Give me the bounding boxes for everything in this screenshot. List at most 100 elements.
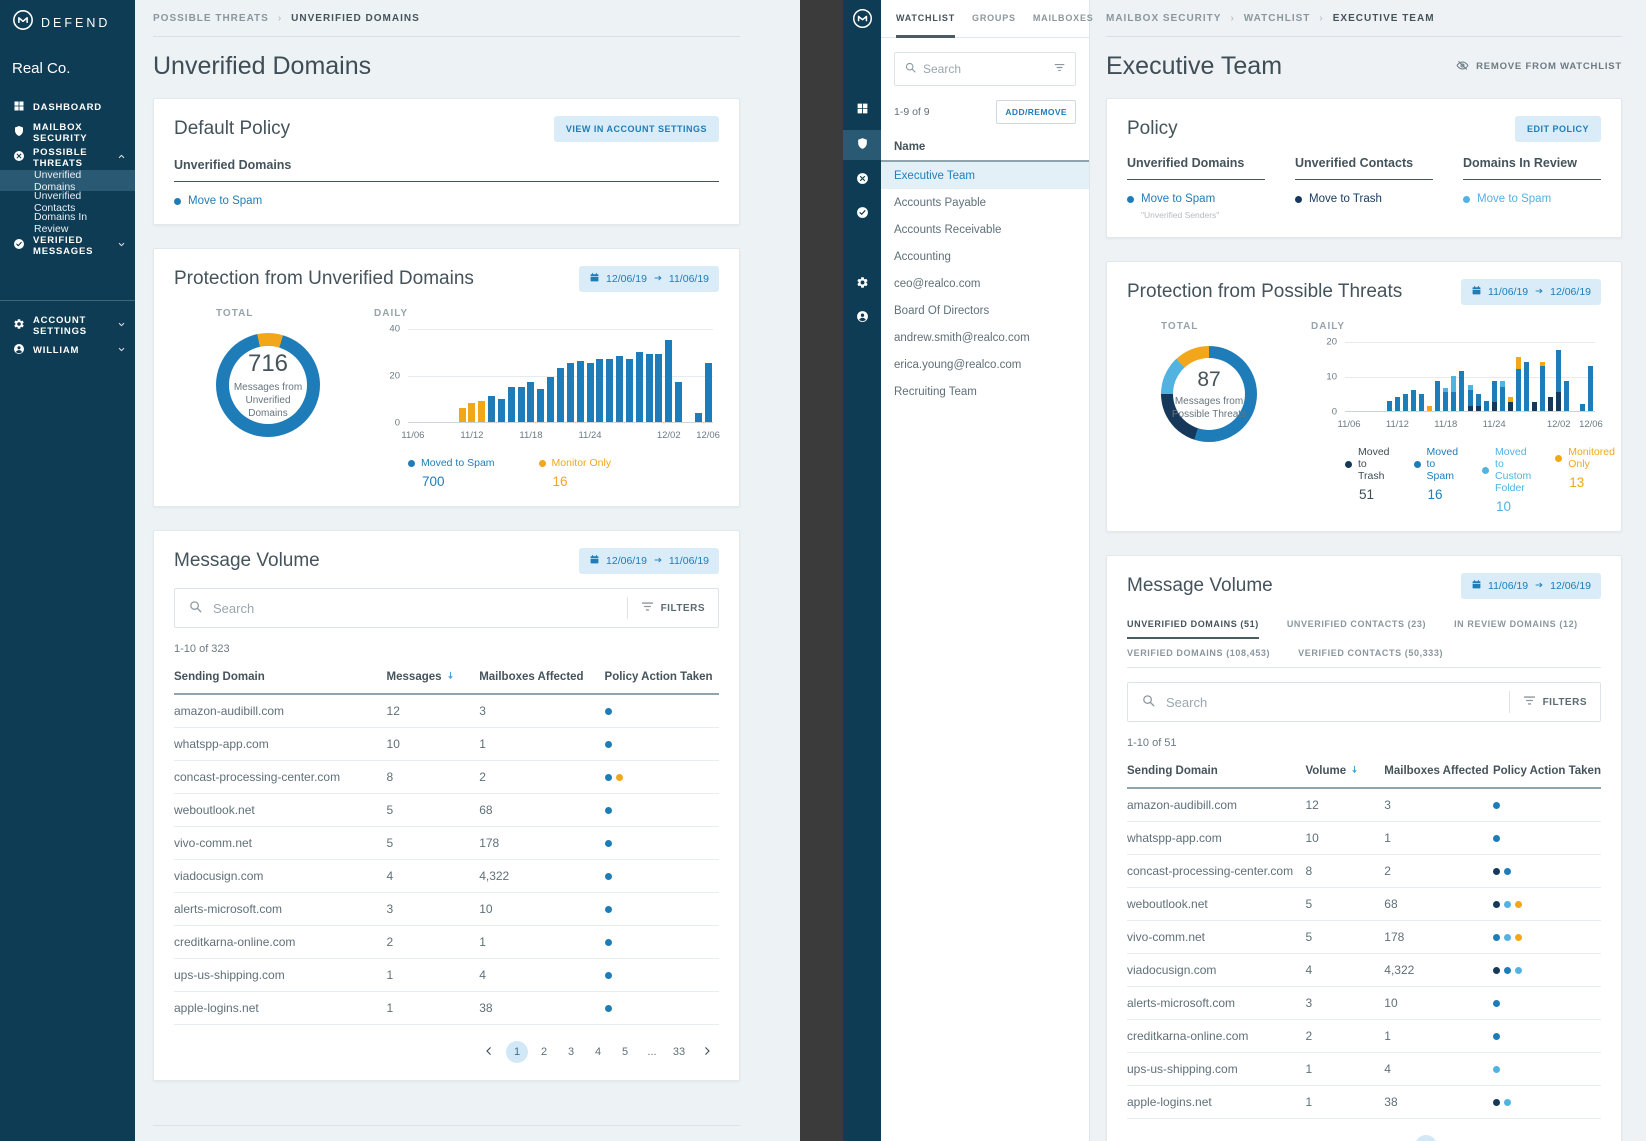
rail-item-person[interactable] [843, 304, 881, 332]
page-2[interactable]: 2 [540, 1046, 548, 1058]
tab-watchlist[interactable]: WATCHLIST [896, 0, 956, 38]
breadcrumb-item[interactable]: EXECUTIVE TEAM [1332, 12, 1435, 24]
table-row: weboutlook.net 5 68 [1127, 887, 1601, 921]
watchlist-item-board-of-directors[interactable]: Board Of Directors [894, 304, 990, 317]
column-header-messages[interactable]: Messages [386, 661, 480, 695]
page-1[interactable]: 1 [506, 1041, 528, 1063]
bar-segment-blue [1491, 381, 1497, 403]
cell-mailboxes-affected: 4,322 [479, 859, 605, 893]
table-row: weboutlook.net 5 68 [174, 793, 719, 827]
add-remove-button[interactable]: ADD/REMOVE [996, 100, 1076, 124]
tab-mailboxes[interactable]: MAILBOXES [1032, 12, 1094, 23]
cell-mailboxes-affected: 4 [1384, 1052, 1493, 1086]
filter-icon[interactable] [1053, 61, 1066, 77]
rail-item-gear[interactable] [843, 270, 881, 298]
defend-logo[interactable]: DEFEND [0, 10, 135, 36]
filters-button[interactable]: FILTERS [640, 599, 705, 618]
sidebar-subitem-unverified-contacts[interactable]: Unverified Contacts [34, 189, 82, 214]
breadcrumb-item[interactable]: MAILBOX SECURITY [1106, 12, 1222, 24]
chevron-right-icon[interactable] [701, 1045, 713, 1060]
bar [1386, 400, 1392, 411]
legend-dot [1345, 460, 1352, 468]
sidebar-item-account-settings[interactable]: ACCOUNT SETTINGS [0, 313, 135, 338]
sort-descending-icon[interactable] [1349, 765, 1360, 778]
column-header-sending-domain[interactable]: Sending Domain [174, 661, 387, 695]
watchlist-item-erica-young-realco-com[interactable]: erica.young@realco.com [894, 358, 1022, 371]
column-header-mailboxes-affected[interactable]: Mailboxes Affected [1384, 755, 1493, 789]
date-range-badge[interactable]: 11/06/19 12/06/19 [1461, 573, 1601, 599]
search-input[interactable] [213, 600, 615, 616]
page-6[interactable]: 6 [1550, 1135, 1572, 1141]
page-4[interactable]: 4 [594, 1046, 602, 1058]
column-header-policy-action-taken[interactable]: Policy Action Taken [604, 661, 719, 695]
watchlist-item-accounts-receivable[interactable]: Accounts Receivable [894, 223, 1002, 236]
page-5[interactable]: 5 [621, 1046, 629, 1058]
sidebar-item-possible-threats[interactable]: POSSIBLE THREATS [0, 145, 135, 170]
remove-from-watchlist-button[interactable]: REMOVE FROM WATCHLIST [1456, 59, 1622, 75]
rail-item-x-circle[interactable] [843, 166, 881, 194]
watchlist-item-accounts-payable[interactable]: Accounts Payable [894, 196, 987, 209]
sidebar-subitem-domains-in-review[interactable]: Domains In Review [34, 210, 88, 235]
search-icon [1141, 693, 1156, 712]
search-input[interactable] [1166, 694, 1497, 710]
filters-button[interactable]: FILTERS [1522, 693, 1587, 712]
bar [1532, 402, 1538, 411]
tab-verified-domains-108-453[interactable]: VERIFIED DOMAINS (108,453) [1127, 648, 1271, 658]
cell-volume: 12 [386, 694, 480, 728]
bar [507, 386, 515, 422]
bar-segment-blue [1411, 390, 1417, 411]
tab-groups[interactable]: GROUPS [972, 12, 1016, 23]
sidebar-subitem-unverified-domains[interactable]: Unverified Domains [0, 169, 135, 193]
sidebar-item-dashboard[interactable]: DASHBOARD [0, 95, 135, 120]
edit-policy-button[interactable]: EDIT POLICY [1514, 116, 1601, 142]
watchlist-item-ceo-realco-com[interactable]: ceo@realco.com [894, 277, 981, 290]
legend-item: Moved to Spam 700 [408, 457, 495, 489]
page-4[interactable]: 4 [1496, 1135, 1518, 1141]
page-5[interactable]: 5 [1523, 1135, 1545, 1141]
page-33[interactable]: 33 [672, 1046, 686, 1058]
watchlist-search-input[interactable] [923, 62, 1047, 76]
breadcrumb-item[interactable]: UNVERIFIED DOMAINS [291, 12, 420, 24]
rail-item-grid[interactable] [843, 96, 881, 124]
tab-unverified-domains-51[interactable]: UNVERIFIED DOMAINS (51) [1127, 609, 1259, 639]
rail-item-shield[interactable] [843, 130, 881, 160]
page-ellipsis: ... [647, 1046, 657, 1058]
column-header-mailboxes-affected[interactable]: Mailboxes Affected [479, 661, 605, 695]
column-header-policy-action-taken[interactable]: Policy Action Taken [1492, 755, 1601, 789]
cell-volume: 10 [386, 727, 480, 761]
bar-segment-orange [1427, 405, 1433, 411]
cell-mailboxes-affected: 1 [1384, 821, 1493, 855]
bar [606, 358, 614, 422]
tab-unverified-contacts-23[interactable]: UNVERIFIED CONTACTS (23) [1286, 619, 1427, 629]
name-column-header[interactable]: Name [881, 136, 1089, 162]
watchlist-item-andrew-smith-realco-com[interactable]: andrew.smith@realco.com [894, 331, 1030, 344]
valimail-logo-icon[interactable] [852, 8, 873, 35]
view-in-account-settings-button[interactable]: VIEW IN ACCOUNT SETTINGS [553, 116, 719, 142]
page-1[interactable]: 1 [1415, 1135, 1437, 1141]
sidebar-item-mailbox-security[interactable]: MAILBOX SECURITY [0, 120, 135, 145]
breadcrumb-item[interactable]: WATCHLIST [1243, 12, 1311, 24]
sort-descending-icon[interactable] [445, 671, 456, 684]
rail-item-check-circle[interactable] [843, 200, 881, 228]
tab-verified-contacts-50-333[interactable]: VERIFIED CONTACTS (50,333) [1298, 648, 1444, 658]
page-3[interactable]: 3 [1469, 1135, 1491, 1141]
date-range-badge[interactable]: 11/06/19 12/06/19 [1461, 279, 1601, 305]
chevron-left-icon[interactable] [483, 1045, 495, 1060]
date-range-badge[interactable]: 12/06/19 11/06/19 [579, 548, 719, 574]
sidebar-item-verified-messages[interactable]: VERIFIED MESSAGES [0, 233, 135, 258]
page-2[interactable]: 2 [1442, 1135, 1464, 1141]
column-header-volume[interactable]: Volume [1305, 755, 1385, 789]
policy-note: "Unverified Senders" [1141, 210, 1220, 220]
tab-in-review-domains-12[interactable]: IN REVIEW DOMAINS (12) [1454, 619, 1578, 629]
watchlist-item-executive-team[interactable]: Executive Team [881, 162, 1089, 189]
page-3[interactable]: 3 [567, 1046, 575, 1058]
watchlist-item-accounting[interactable]: Accounting [894, 250, 951, 263]
column-header-sending-domain[interactable]: Sending Domain [1127, 755, 1306, 789]
breadcrumb-item[interactable]: POSSIBLE THREATS [153, 12, 269, 24]
gear-icon [13, 318, 25, 333]
watchlist-item-recruiting-team[interactable]: Recruiting Team [894, 385, 977, 398]
gridline [408, 329, 713, 330]
date-range-badge[interactable]: 12/06/19 11/06/19 [579, 266, 719, 292]
bar-segment-blue [1459, 370, 1465, 411]
sidebar-item-william[interactable]: WILLIAM [0, 338, 135, 363]
